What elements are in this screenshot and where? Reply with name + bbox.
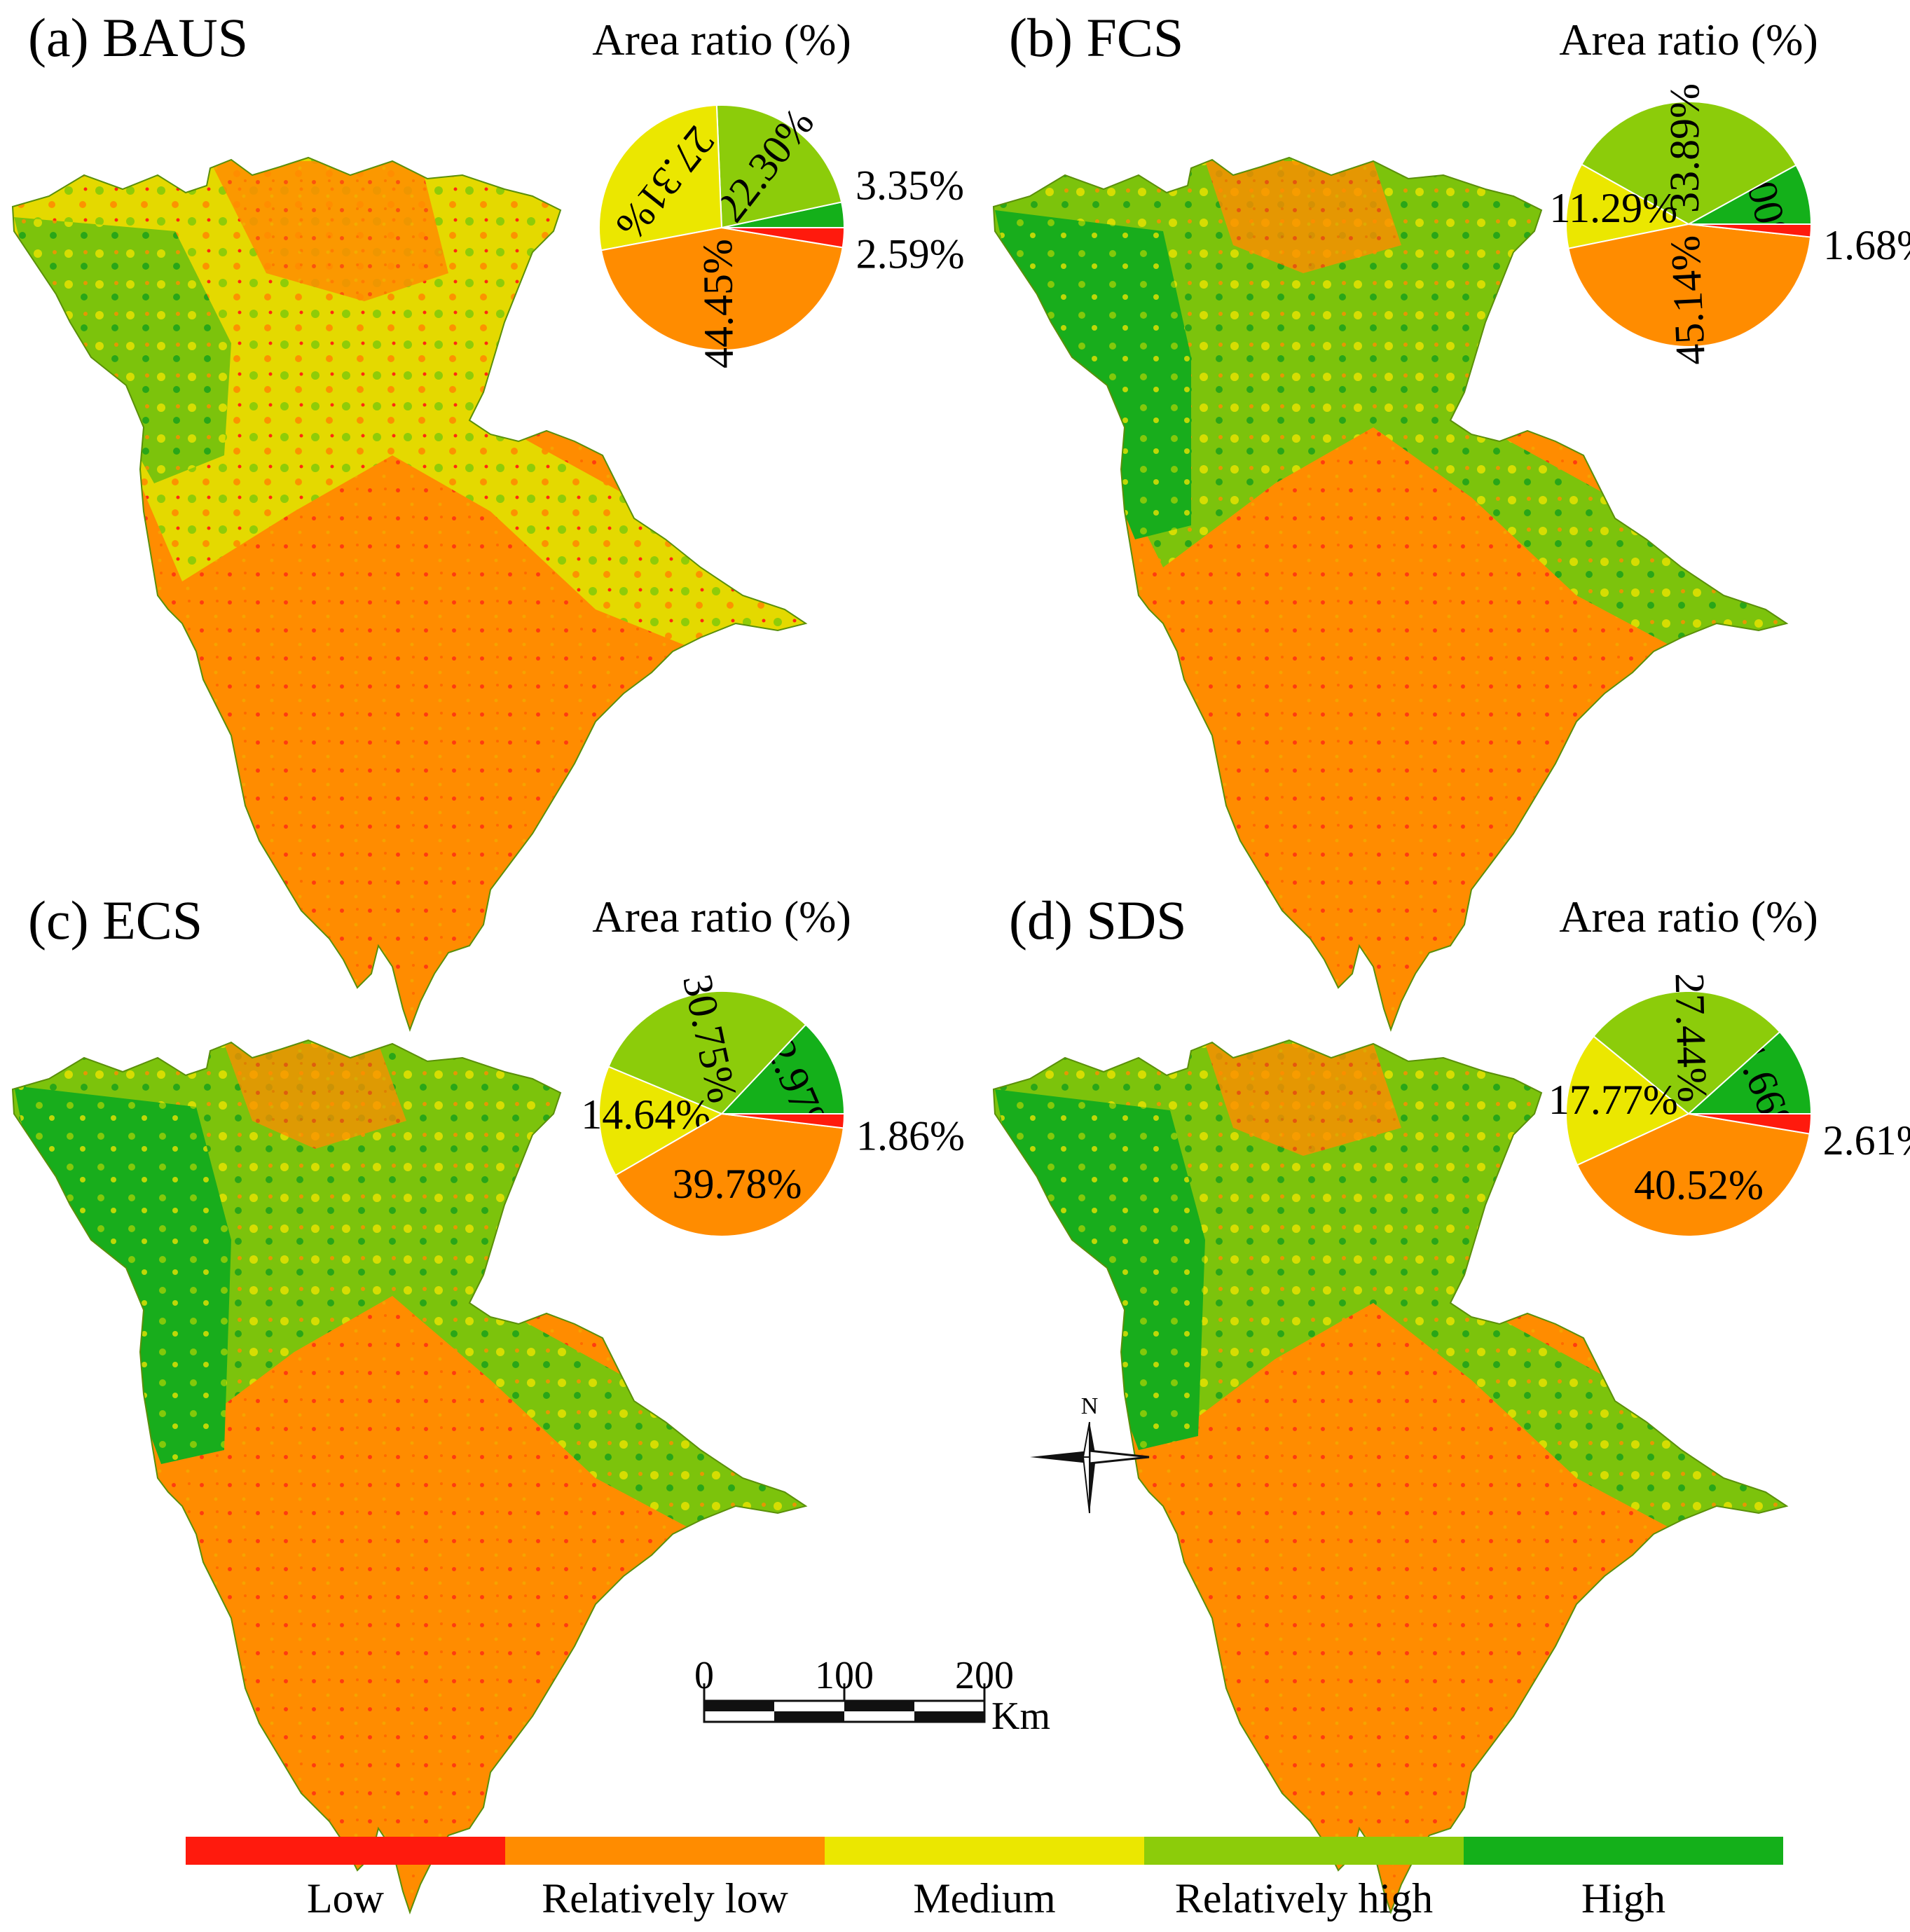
pie-chart-d: 11.66%27.44%17.77%40.52%2.61% xyxy=(1548,972,1910,1237)
pie-slice-high xyxy=(1686,1030,1813,1115)
legend-label-medium: Medium xyxy=(913,1875,1055,1921)
legend-label-low: Low xyxy=(307,1875,385,1921)
panel-b xyxy=(993,157,1787,1030)
pie-label-relatively-low: 45.14% xyxy=(1662,235,1715,366)
pie-label-low: 2.61% xyxy=(1823,1117,1910,1164)
north-label: N xyxy=(1081,1393,1099,1419)
legend-swatch-relatively-low xyxy=(505,1837,825,1865)
pie-slice-high xyxy=(720,1023,846,1115)
pie-title-a: Area ratio (%) xyxy=(592,15,851,64)
legend-label-high: High xyxy=(1581,1875,1665,1921)
panel-title-b: (b) FCS xyxy=(1009,7,1183,68)
legend-swatch-medium xyxy=(825,1837,1144,1865)
pie-slice-relatively-low xyxy=(600,226,844,351)
pie-slice-relatively-high xyxy=(607,991,807,1115)
scale-tick-200: 200 xyxy=(955,1654,1014,1697)
pie-slice-relatively-low xyxy=(614,1112,844,1237)
pie-slice-low xyxy=(721,227,846,249)
panel-title-a: (a) BAUS xyxy=(28,7,248,68)
pie-title-b: Area ratio (%) xyxy=(1559,15,1818,64)
legend-swatch-high xyxy=(1464,1837,1783,1865)
pie-slice-medium xyxy=(598,1065,724,1177)
pie-slice-medium xyxy=(598,104,723,251)
pie-slice-low xyxy=(1688,1113,1813,1135)
pie-title-d: Area ratio (%) xyxy=(1559,892,1818,941)
pie-label-low: 1.86% xyxy=(856,1113,965,1159)
panel-title-d: (d) SDS xyxy=(1009,890,1187,951)
pie-slice-relatively-low xyxy=(1576,1112,1811,1237)
legend-label-relatively-low: Relatively low xyxy=(542,1875,788,1921)
north-arrow-west-point xyxy=(1030,1451,1090,1463)
pie-slice-relatively-high xyxy=(715,104,843,229)
scale-tick-0: 0 xyxy=(694,1654,714,1697)
pie-chart-a: 3.35%22.30%27.31%44.45% 2.59% xyxy=(598,99,965,369)
pie-slice-medium xyxy=(1565,163,1691,249)
pie-label-medium: 17.77% xyxy=(1548,1077,1678,1123)
pie-chart-c: 12.97%30.75%14.64%39.78%1.86% xyxy=(581,970,965,1237)
pie-title-c: Area ratio (%) xyxy=(592,892,851,941)
legend-label-relatively-high: Relatively high xyxy=(1175,1875,1433,1921)
pie-label-relatively-low: 40.52% xyxy=(1634,1161,1764,1208)
pie-label-relatively-high: 27.44% xyxy=(1666,972,1715,1103)
legend-swatch-relatively-high xyxy=(1144,1837,1464,1865)
north-arrow: N xyxy=(1030,1393,1150,1514)
panel-title-c: (c) ECS xyxy=(28,890,202,951)
legend-swatch-low xyxy=(186,1837,505,1865)
pie-slice-relatively-high xyxy=(1580,101,1797,226)
pie-slice-relatively-low xyxy=(1567,223,1812,347)
pie-label-low: 1.68% xyxy=(1823,222,1910,268)
pie-label-high: 3.35% xyxy=(856,162,964,208)
scale-unit: Km xyxy=(991,1695,1050,1738)
pie-slice-relatively-high xyxy=(1593,991,1781,1115)
pie-label-relatively-low: 39.78% xyxy=(673,1161,802,1207)
pie-slice-low xyxy=(1688,223,1813,238)
pie-slice-medium xyxy=(1565,1035,1690,1166)
map-a xyxy=(13,158,806,1030)
pie-label-medium: 14.64% xyxy=(581,1091,710,1138)
pie-label-relatively-low: 44.45% xyxy=(694,239,742,369)
pie-label-medium: 11.29% xyxy=(1549,185,1677,231)
pie-label-relatively-high: 33.89% xyxy=(1661,83,1708,213)
pie-label-low: 2.59% xyxy=(856,231,965,277)
scale-bar: 0 100 200 Km xyxy=(694,1654,1050,1738)
pie-chart-b: 8.00%33.89%11.29%45.14%1.68% xyxy=(1549,83,1910,366)
scale-tick-100: 100 xyxy=(815,1654,874,1697)
legend: Low Relatively low Medium Relatively hig… xyxy=(186,1837,1783,1921)
panel-a xyxy=(12,157,806,1030)
pie-slice-low xyxy=(721,1113,846,1129)
